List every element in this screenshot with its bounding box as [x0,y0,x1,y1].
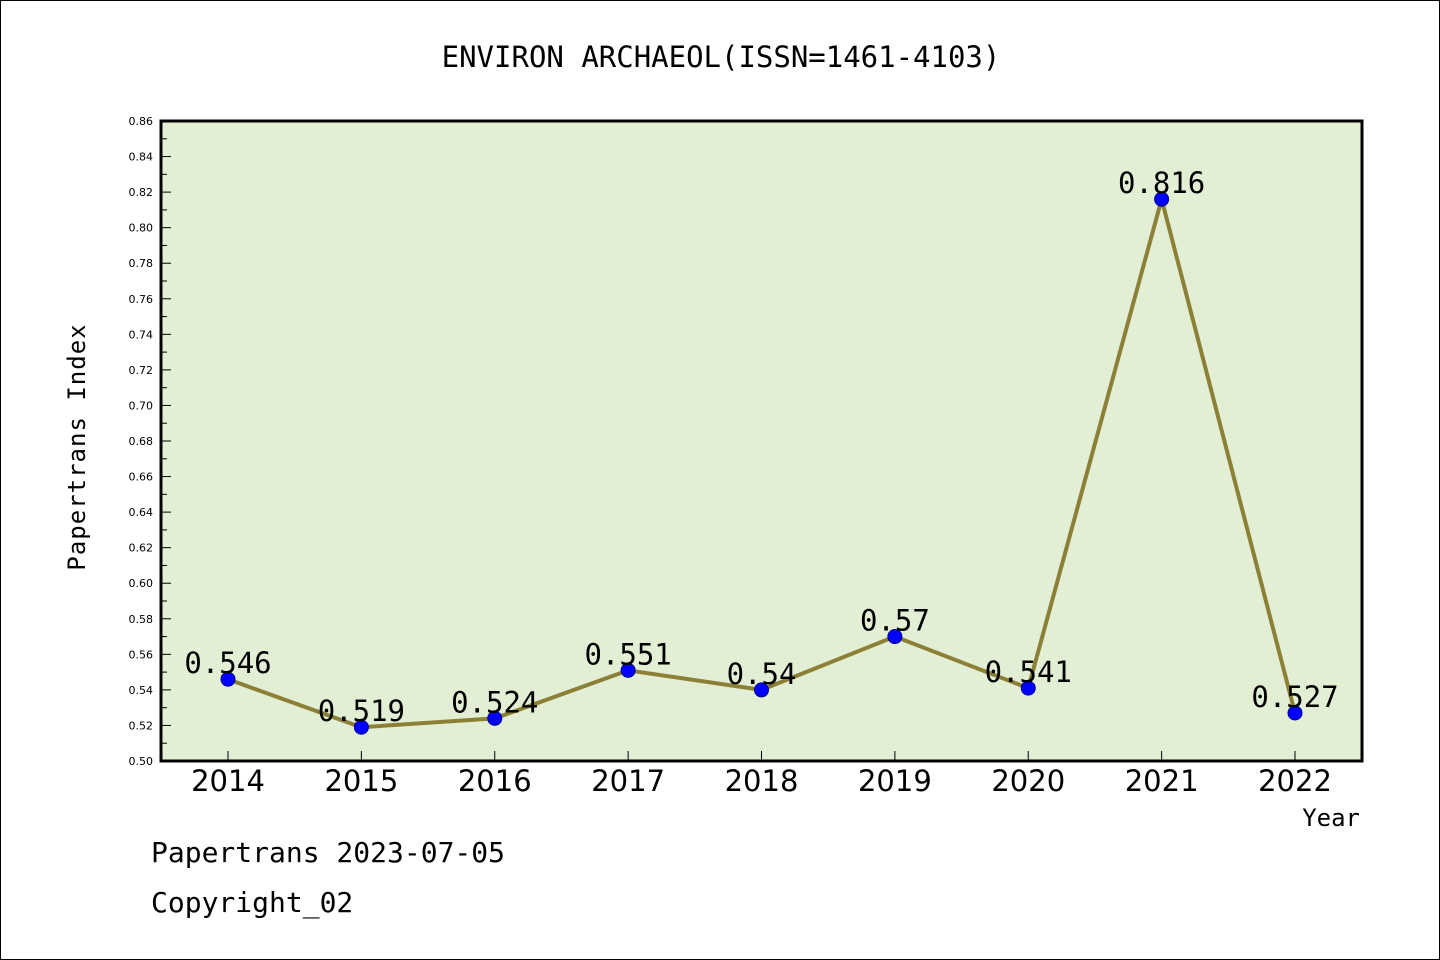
x-tick-label: 2021 [1125,764,1199,798]
data-label: 0.519 [318,694,405,728]
y-tick-label: 0.60 [129,577,154,590]
y-tick-label: 0.84 [129,151,154,164]
data-point [754,682,769,698]
y-tick-label: 0.86 [129,115,154,128]
data-point [620,662,636,678]
data-point [353,719,369,735]
x-tick-label: 2018 [725,764,799,798]
y-tick-label: 0.72 [129,364,154,377]
plot-area [161,121,1362,761]
x-tick-label: 2016 [458,764,532,798]
data-point [487,710,503,726]
y-tick-label: 0.80 [129,222,154,235]
y-tick-label: 0.62 [129,542,154,555]
data-point [1154,191,1170,207]
x-tick-label: 2022 [1258,764,1332,798]
data-labels: 0.546 0.519 0.524 0.551 0.54 0.57 0.541 0.816 0.… [184,166,1338,728]
y-axis-label: Papertrans Index [63,323,91,570]
chart-title: ENVIRON ARCHAEOL(ISSN=1461-4103) [442,40,1001,74]
data-label: 0.546 [184,646,271,680]
x-tick-label: 2020 [991,764,1065,798]
data-point [1287,705,1303,721]
y-tick-label: 0.58 [129,613,154,626]
data-label: 0.816 [1118,166,1205,200]
data-label: 0.57 [860,604,930,638]
x-tick-label: 2015 [324,764,398,798]
y-tick-label: 0.70 [129,399,154,412]
y-tick-label: 0.50 [129,755,154,768]
y-tick-label: 0.78 [129,257,154,270]
footer-date-line: Papertrans 2023-07-05 [151,836,506,869]
y-tick-label: 0.64 [129,506,154,519]
data-label: 0.54 [727,657,797,691]
x-axis: 2014 2015 2016 2017 2018 2019 2020 2021 2022 [191,751,1332,798]
plot-border [159,119,1364,763]
data-label: 0.551 [584,637,671,671]
y-tick-label: 0.68 [129,435,154,448]
data-label: 0.527 [1251,680,1338,714]
x-tick-label: 2017 [591,764,665,798]
y-tick-label: 0.82 [129,186,154,199]
y-tick-label: 0.56 [129,648,154,661]
data-points [220,191,1303,735]
x-axis-label: Year [1302,804,1360,832]
x-tick-label: 2014 [191,764,265,798]
y-axis: 0.50 0.52 0.54 0.56 0.58 0.60 0.62 0.64 0.66 0.68… [129,115,171,768]
y-tick-label: 0.52 [129,719,154,732]
footer-copyright: Copyright_02 [151,886,354,919]
data-point [1020,680,1036,696]
y-tick-label: 0.54 [129,684,154,697]
data-point [887,629,903,645]
data-point [220,671,236,687]
y-tick-label: 0.74 [129,328,154,341]
data-label: 0.524 [451,685,538,719]
y-tick-label: 0.76 [129,293,154,306]
data-label: 0.541 [985,655,1072,689]
x-tick-label: 2019 [858,764,932,798]
y-tick-label: 0.66 [129,471,154,484]
